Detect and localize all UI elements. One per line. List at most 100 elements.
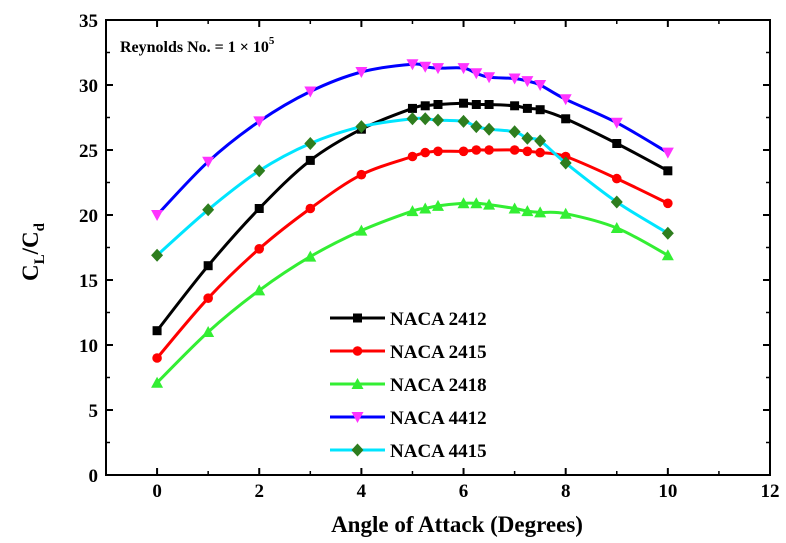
data-point: [457, 197, 470, 209]
x-tick-label: 6: [459, 481, 469, 502]
y-axis-title: CL/Cd: [18, 222, 48, 281]
data-point: [484, 145, 494, 155]
data-point: [510, 101, 520, 111]
legend-marker: [351, 443, 364, 457]
data-point: [509, 145, 520, 155]
data-point: [202, 203, 215, 217]
legend: NACA 2412 NACA 2415 NACA 2418 NACA 4412 NACA…: [330, 309, 487, 462]
data-point: [420, 101, 430, 111]
data-point: [470, 197, 483, 209]
data-point: [661, 249, 674, 261]
data-point: [407, 151, 418, 162]
data-point: [663, 198, 673, 209]
series-naca-4412: [151, 59, 674, 221]
y-tick-label: 15: [79, 271, 98, 292]
x-tick-label: 2: [254, 481, 264, 502]
data-point: [304, 250, 317, 262]
legend-label: NACA 4415: [390, 441, 487, 462]
data-point: [406, 59, 419, 71]
series-naca-2415: [152, 145, 673, 363]
legend-item: NACA 2412: [330, 309, 487, 330]
data-point: [432, 113, 444, 127]
data-point: [355, 224, 368, 236]
y-tick-label: 10: [79, 336, 98, 357]
legend-item: NACA 2415: [330, 342, 487, 363]
y-axis-title-slash: /C: [18, 231, 43, 255]
legend-item: NACA 2418: [330, 375, 487, 396]
y-tick-label: 30: [79, 76, 98, 97]
data-point: [522, 103, 532, 113]
data-point: [458, 146, 469, 157]
data-point: [534, 206, 547, 218]
data-point: [457, 114, 470, 128]
x-tick-label: 4: [357, 481, 367, 502]
series-naca-2412: [152, 98, 673, 336]
data-point: [663, 166, 673, 176]
series-naca-4415: [151, 112, 674, 262]
reynolds-annotation: Reynolds No. = 1 × 105: [120, 35, 275, 56]
data-point: [483, 72, 496, 84]
legend-marker: [352, 346, 363, 356]
x-tick-label: 10: [658, 481, 677, 502]
data-point: [610, 222, 623, 233]
data-point: [420, 147, 431, 158]
data-point: [419, 112, 432, 126]
data-point: [305, 155, 315, 165]
data-point: [508, 202, 521, 214]
series-line: [155, 62, 669, 217]
data-point: [559, 207, 572, 219]
data-point: [432, 199, 444, 211]
data-point: [470, 120, 483, 134]
y-axis-title-sub1: L: [32, 254, 48, 264]
series-naca-2418: [151, 197, 674, 388]
legend-label: NACA 2415: [390, 342, 487, 363]
data-point: [253, 116, 266, 128]
data-point: [253, 164, 266, 178]
data-point: [433, 146, 443, 157]
data-point: [305, 203, 316, 214]
series-line: [155, 101, 669, 332]
data-point: [534, 80, 547, 91]
data-point: [521, 205, 534, 217]
legend-item: NACA 4415: [330, 441, 487, 462]
data-point: [202, 156, 215, 168]
data-point: [407, 103, 417, 113]
data-point: [610, 117, 623, 129]
axes: 0 2 4 6 8 10 12 0 5 10 15 20 25 30 35: [79, 11, 780, 502]
data-point: [457, 63, 470, 75]
data-point: [535, 147, 545, 158]
legend-label: NACA 2418: [390, 375, 487, 396]
series-layer: [151, 59, 674, 388]
data-point: [470, 68, 483, 80]
data-point: [535, 105, 545, 115]
data-point: [471, 100, 481, 109]
data-point: [522, 146, 533, 157]
legend-marker: [351, 378, 364, 389]
data-point: [152, 353, 162, 363]
data-point: [355, 67, 368, 78]
data-point: [661, 147, 674, 159]
data-point: [508, 73, 521, 85]
legend-item: NACA 4412: [330, 408, 487, 429]
legend-marker: [351, 412, 364, 423]
data-point: [521, 131, 534, 145]
data-point: [203, 293, 213, 304]
data-point: [151, 248, 164, 262]
data-point: [612, 139, 622, 148]
data-point: [254, 204, 264, 213]
data-point: [471, 145, 482, 155]
data-point: [356, 169, 367, 180]
y-axis-title-main: C: [18, 264, 43, 281]
data-point: [432, 63, 444, 75]
x-axis-title: Angle of Attack (Degrees): [331, 512, 583, 537]
plot-frame: [105, 19, 771, 476]
data-point: [419, 202, 432, 214]
data-point: [610, 195, 623, 209]
data-point: [304, 137, 317, 150]
data-point: [151, 210, 164, 221]
data-point: [152, 326, 162, 336]
data-point: [203, 261, 213, 271]
x-tick-label: 12: [761, 481, 780, 502]
data-point: [534, 134, 547, 148]
